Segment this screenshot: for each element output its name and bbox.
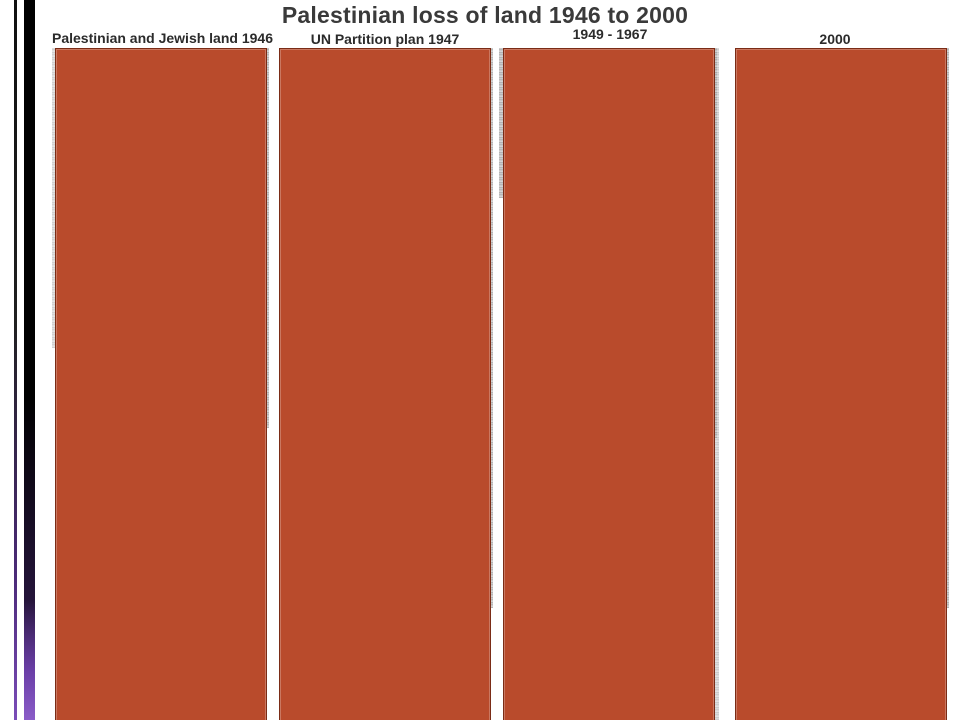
left-accent-bar xyxy=(24,0,35,720)
column-label-2000: 2000 xyxy=(819,31,851,47)
left-accent-purple-fade xyxy=(24,600,35,720)
slide-title: Palestinian loss of land 1946 to 2000 xyxy=(281,2,689,28)
column-label-1949-1967: 1949 - 1967 xyxy=(572,26,648,42)
map-edge-sliver xyxy=(945,48,949,608)
column-label-1946: Palestinian and Jewish land 1946 xyxy=(52,30,273,46)
column-label-1947: UN Partition plan 1947 xyxy=(310,31,460,47)
map-panel-1949-1967 xyxy=(503,48,715,720)
map-edge-sliver xyxy=(499,48,503,198)
map-panel-1947 xyxy=(279,48,491,720)
map-edge-sliver xyxy=(489,48,493,608)
map-edge-sliver xyxy=(52,48,56,348)
map-edge-sliver xyxy=(265,48,269,428)
map-panel-1946 xyxy=(55,48,267,720)
map-panel-2000 xyxy=(735,48,947,720)
left-accent-thin-bar xyxy=(14,0,17,720)
map-edge-sliver xyxy=(715,48,719,720)
